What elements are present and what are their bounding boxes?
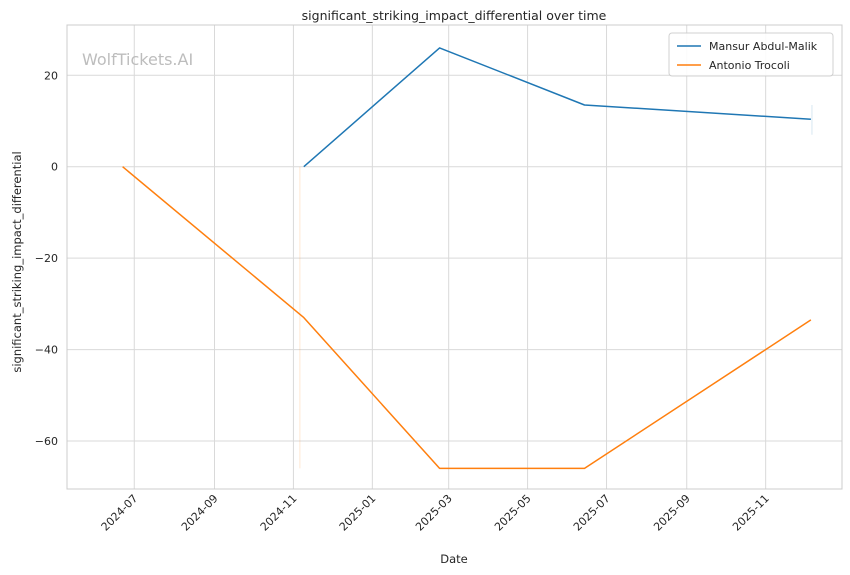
- y-tick-label: −60: [35, 435, 58, 448]
- y-tick-labels: 20 0 −20 −40 −60: [35, 69, 58, 448]
- legend-label-antonio: Antonio Trocoli: [709, 59, 790, 72]
- x-axis-label: Date: [440, 552, 468, 566]
- y-tick-label: 20: [44, 69, 58, 82]
- plot-frame: [66, 24, 843, 490]
- series-lines: [122, 47, 812, 470]
- y-axis-label: significant_striking_impact_differential: [10, 151, 24, 372]
- legend: Mansur Abdul-Malik Antonio Trocoli: [668, 32, 834, 77]
- y-tick-label: −40: [35, 344, 58, 357]
- watermark: WolfTickets.AI: [82, 50, 193, 69]
- legend-box: [668, 32, 834, 77]
- y-tick-label: −20: [35, 252, 58, 265]
- chart-title: significant_striking_impact_differential…: [302, 8, 607, 23]
- series-line-0: [303, 47, 811, 168]
- y-tick-label: 0: [51, 161, 58, 174]
- faint-markers: [299, 105, 813, 469]
- legend-label-mansur: Mansur Abdul-Malik: [709, 40, 818, 53]
- series-line-1: [122, 166, 812, 470]
